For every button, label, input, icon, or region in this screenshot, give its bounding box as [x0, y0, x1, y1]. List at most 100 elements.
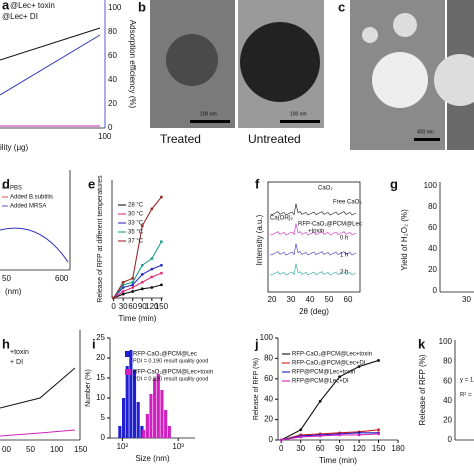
tick-label: 60	[428, 223, 437, 232]
point	[377, 428, 380, 432]
x-tick-label: 120	[352, 444, 366, 453]
tick-label: 60	[344, 295, 353, 304]
label: Untreated	[248, 132, 301, 146]
bar	[121, 398, 126, 438]
label: @Lec+ toxin	[10, 1, 55, 10]
y-tick-label: 80	[264, 354, 273, 363]
y-axis-label: Release of RFP at different temperatures	[97, 175, 104, 303]
point	[121, 286, 125, 289]
point	[318, 399, 322, 403]
point	[150, 257, 154, 261]
bar	[149, 394, 153, 438]
panel-letter: k	[418, 336, 426, 351]
point	[150, 207, 154, 211]
tick-label: 600	[55, 274, 69, 283]
x-tick-label: 150	[155, 302, 169, 311]
bar	[145, 414, 149, 438]
legend-swatch	[125, 369, 131, 375]
legend-label: 37 °C	[128, 239, 144, 245]
x-tick-label: 90	[138, 302, 147, 311]
axis-label: 2θ (deg)	[299, 307, 329, 316]
label: Ca(OH)₂	[270, 216, 294, 222]
label: 2 h	[340, 270, 348, 276]
x-tick-label: 180	[391, 444, 405, 453]
particle	[372, 52, 428, 108]
point	[338, 375, 342, 379]
tick-label: 40	[108, 75, 117, 84]
point	[338, 433, 342, 437]
decor-line	[0, 227, 69, 263]
scale-bar	[414, 138, 440, 141]
bar	[164, 410, 168, 438]
xrd-trace	[269, 223, 357, 236]
point	[121, 292, 125, 296]
decor-line	[0, 34, 101, 96]
legend-note: PDI = 0.220 result quality good	[133, 376, 208, 382]
point	[140, 263, 144, 267]
label: RFP-CaO₂@PCM@Lec	[298, 222, 362, 228]
y-tick-label: 10	[96, 393, 105, 402]
legend-note: PDI = 0.190 result quality good	[133, 358, 208, 364]
x-tick-label: 60	[316, 444, 325, 453]
point	[299, 428, 303, 432]
bar	[167, 426, 171, 438]
tick-label: 50	[26, 445, 35, 454]
decor-line	[0, 429, 76, 437]
xrd-trace	[269, 263, 357, 276]
legend-label: RFP-CaO₂@PCM@Lec+toxin	[133, 370, 213, 376]
xrd-frame	[267, 181, 361, 293]
panel-letter: e	[88, 176, 95, 191]
point	[160, 240, 163, 244]
decor-line	[0, 367, 76, 409]
x-axis-label: Time (min)	[119, 314, 157, 323]
label: Added MRSA	[10, 204, 46, 210]
label: +toxin	[10, 349, 29, 356]
bar	[153, 378, 157, 438]
tick-label: 60	[443, 376, 452, 385]
y-axis-label: Number (%)	[85, 369, 92, 407]
series-line	[281, 432, 379, 441]
label: 0 h	[340, 236, 348, 242]
xrd-trace	[269, 243, 357, 256]
label: Free CaO₂	[333, 200, 362, 206]
point	[318, 434, 322, 438]
legend-label: 33 °C	[128, 221, 144, 227]
point	[131, 276, 135, 280]
tick-label: 30	[287, 295, 296, 304]
series-line	[280, 359, 379, 441]
point	[160, 283, 163, 287]
y-tick-label: 5	[101, 413, 106, 422]
x-tick-label: 0	[279, 444, 284, 453]
tick-label: 40	[306, 295, 315, 304]
tick-label: 20	[428, 265, 437, 274]
label: Treated	[160, 132, 201, 146]
tick-label: 00	[2, 445, 11, 454]
tick-label: 100	[439, 337, 453, 346]
tick-label: 80	[428, 202, 437, 211]
point	[160, 263, 163, 267]
xrd-trace	[269, 203, 357, 216]
point	[131, 280, 135, 284]
scale-bar	[280, 120, 320, 123]
tick-label: 40	[428, 244, 437, 253]
label: Added B.subtilis	[10, 195, 53, 201]
axis-label: ility (μg)	[0, 143, 29, 152]
tick-label: 60	[108, 51, 117, 60]
label: PBS	[10, 186, 22, 192]
legend-swatch	[125, 351, 131, 357]
bar	[129, 350, 133, 438]
tick-label: 20	[268, 295, 277, 304]
particle	[166, 34, 218, 86]
tick-label: 0	[448, 435, 453, 444]
tick-label: 80	[443, 357, 452, 366]
point	[377, 359, 380, 362]
panel-letter: j	[254, 336, 259, 351]
point	[160, 195, 163, 199]
point	[377, 432, 380, 436]
y-axis-label: Release of RFP (%)	[253, 358, 260, 420]
legend-label: RFP@PCM@Lec+DI	[292, 379, 349, 385]
panel-letter: d	[2, 176, 10, 191]
tick-label: 100	[50, 445, 64, 454]
tick-label: 100	[108, 3, 122, 12]
